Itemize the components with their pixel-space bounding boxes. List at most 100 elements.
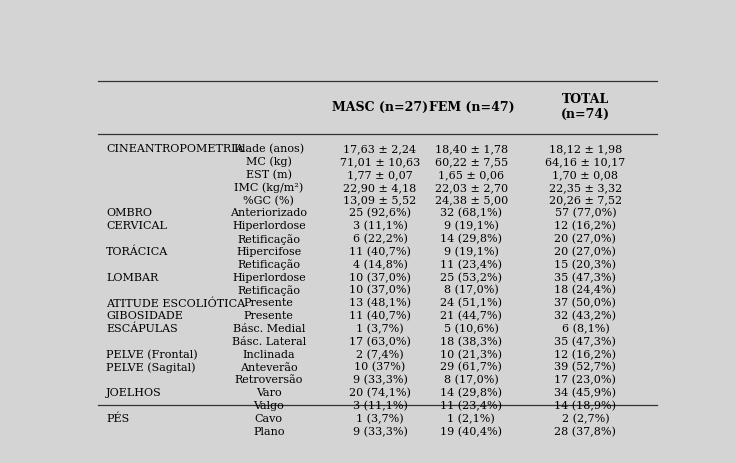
Text: Varo: Varo	[256, 388, 282, 398]
Text: MC (kg): MC (kg)	[246, 157, 291, 168]
Text: 60,22 ± 7,55: 60,22 ± 7,55	[435, 157, 508, 167]
Text: 6 (8,1%): 6 (8,1%)	[562, 324, 609, 334]
Text: OMBRO: OMBRO	[106, 208, 152, 219]
Text: Idade (anos): Idade (anos)	[234, 144, 304, 155]
Text: 6 (22,2%): 6 (22,2%)	[353, 234, 408, 244]
Text: CERVICAL: CERVICAL	[106, 221, 167, 232]
Text: 18 (24,4%): 18 (24,4%)	[554, 285, 616, 296]
Text: 11 (40,7%): 11 (40,7%)	[349, 247, 411, 257]
Text: 11 (40,7%): 11 (40,7%)	[349, 311, 411, 321]
Text: 10 (37%): 10 (37%)	[355, 363, 406, 373]
Text: 25 (92,6%): 25 (92,6%)	[349, 208, 411, 219]
Text: Retificação: Retificação	[237, 234, 300, 244]
Text: Retroversão: Retroversão	[235, 375, 303, 385]
Text: 25 (53,2%): 25 (53,2%)	[440, 273, 502, 283]
Text: 12 (16,2%): 12 (16,2%)	[554, 221, 616, 232]
Text: Inclinada: Inclinada	[242, 350, 295, 360]
Text: 11 (23,4%): 11 (23,4%)	[440, 401, 502, 411]
Text: 22,90 ± 4,18: 22,90 ± 4,18	[344, 183, 417, 193]
Text: 10 (21,3%): 10 (21,3%)	[440, 350, 502, 360]
Text: 9 (33,3%): 9 (33,3%)	[353, 375, 408, 386]
Text: Básc. Lateral: Básc. Lateral	[232, 337, 306, 347]
Text: 71,01 ± 10,63: 71,01 ± 10,63	[340, 157, 420, 167]
Text: 22,35 ± 3,32: 22,35 ± 3,32	[549, 183, 622, 193]
Text: GIBOSIDADE: GIBOSIDADE	[106, 311, 183, 321]
Text: PÉS: PÉS	[106, 413, 130, 424]
Text: EST (m): EST (m)	[246, 170, 291, 180]
Text: 9 (33,3%): 9 (33,3%)	[353, 426, 408, 437]
Text: 8 (17,0%): 8 (17,0%)	[444, 285, 499, 296]
Text: 32 (68,1%): 32 (68,1%)	[440, 208, 502, 219]
Text: PELVE (Sagital): PELVE (Sagital)	[106, 362, 196, 373]
Text: 1 (3,7%): 1 (3,7%)	[356, 413, 404, 424]
Text: Valgo: Valgo	[253, 401, 284, 411]
Text: 18,40 ± 1,78: 18,40 ± 1,78	[435, 144, 508, 154]
Text: Cavo: Cavo	[255, 414, 283, 424]
Text: Hiperlordose: Hiperlordose	[232, 221, 305, 232]
Text: 20,26 ± 7,52: 20,26 ± 7,52	[549, 196, 622, 206]
Text: Retificação: Retificação	[237, 285, 300, 296]
Text: 1,70 ± 0,08: 1,70 ± 0,08	[553, 170, 618, 180]
Text: Anteriorizado: Anteriorizado	[230, 208, 308, 219]
Text: 10 (37,0%): 10 (37,0%)	[349, 273, 411, 283]
Text: 17,63 ± 2,24: 17,63 ± 2,24	[344, 144, 417, 154]
Text: 8 (17,0%): 8 (17,0%)	[444, 375, 499, 386]
Text: Presente: Presente	[244, 298, 294, 308]
Text: 39 (52,7%): 39 (52,7%)	[554, 363, 616, 373]
Text: 57 (77,0%): 57 (77,0%)	[555, 208, 616, 219]
Text: Hipercifose: Hipercifose	[236, 247, 302, 257]
Text: 1 (2,1%): 1 (2,1%)	[447, 413, 495, 424]
Text: MASC (n=27): MASC (n=27)	[332, 101, 428, 114]
Text: 9 (19,1%): 9 (19,1%)	[444, 221, 499, 232]
Text: 1,65 ± 0,06: 1,65 ± 0,06	[438, 170, 504, 180]
Text: 34 (45,9%): 34 (45,9%)	[554, 388, 616, 398]
Text: FEM (n=47): FEM (n=47)	[428, 101, 514, 114]
Text: 22,03 ± 2,70: 22,03 ± 2,70	[435, 183, 508, 193]
Text: 29 (61,7%): 29 (61,7%)	[440, 363, 502, 373]
Text: 35 (47,3%): 35 (47,3%)	[554, 273, 616, 283]
Text: Hiperlordose: Hiperlordose	[232, 273, 305, 283]
Text: 14 (29,8%): 14 (29,8%)	[440, 388, 502, 398]
Text: 3 (11,1%): 3 (11,1%)	[353, 401, 408, 411]
Text: 35 (47,3%): 35 (47,3%)	[554, 337, 616, 347]
Text: 20 (27,0%): 20 (27,0%)	[554, 234, 616, 244]
Text: 14 (29,8%): 14 (29,8%)	[440, 234, 502, 244]
Text: 14 (18,9%): 14 (18,9%)	[554, 401, 616, 411]
Text: ATITUDE ESCOLIÓTICA: ATITUDE ESCOLIÓTICA	[106, 298, 245, 308]
Text: Básc. Medial: Básc. Medial	[233, 324, 305, 334]
Text: LOMBAR: LOMBAR	[106, 273, 158, 283]
Text: 24 (51,1%): 24 (51,1%)	[440, 298, 502, 308]
Text: %GC (%): %GC (%)	[244, 195, 294, 206]
Text: TORÁCICA: TORÁCICA	[106, 247, 169, 257]
Text: 2 (2,7%): 2 (2,7%)	[562, 413, 609, 424]
Text: 17 (23,0%): 17 (23,0%)	[554, 375, 616, 386]
Text: 28 (37,8%): 28 (37,8%)	[554, 426, 616, 437]
Text: 32 (43,2%): 32 (43,2%)	[554, 311, 616, 321]
Text: 12 (16,2%): 12 (16,2%)	[554, 350, 616, 360]
Text: Retificação: Retificação	[237, 259, 300, 270]
Text: 2 (7,4%): 2 (7,4%)	[356, 350, 404, 360]
Text: Anteverão: Anteverão	[240, 363, 297, 373]
Text: Plano: Plano	[253, 427, 285, 437]
Text: 19 (40,4%): 19 (40,4%)	[440, 426, 502, 437]
Text: Presente: Presente	[244, 311, 294, 321]
Text: CINEANTROPOMETRIA: CINEANTROPOMETRIA	[106, 144, 244, 154]
Text: 11 (23,4%): 11 (23,4%)	[440, 260, 502, 270]
Text: TOTAL
(n=74): TOTAL (n=74)	[561, 93, 610, 121]
Text: ESCÁPULAS: ESCÁPULAS	[106, 324, 178, 334]
Text: 9 (19,1%): 9 (19,1%)	[444, 247, 499, 257]
Text: IMC (kg/m²): IMC (kg/m²)	[234, 182, 303, 193]
Text: 5 (10,6%): 5 (10,6%)	[444, 324, 499, 334]
Text: 13 (48,1%): 13 (48,1%)	[349, 298, 411, 308]
Text: 17 (63,0%): 17 (63,0%)	[349, 337, 411, 347]
Text: 64,16 ± 10,17: 64,16 ± 10,17	[545, 157, 626, 167]
Text: 3 (11,1%): 3 (11,1%)	[353, 221, 408, 232]
Text: PELVE (Frontal): PELVE (Frontal)	[106, 350, 198, 360]
Text: 20 (27,0%): 20 (27,0%)	[554, 247, 616, 257]
Text: 10 (37,0%): 10 (37,0%)	[349, 285, 411, 296]
Text: 37 (50,0%): 37 (50,0%)	[554, 298, 616, 308]
Text: 18,12 ± 1,98: 18,12 ± 1,98	[549, 144, 622, 154]
Text: 24,38 ± 5,00: 24,38 ± 5,00	[435, 196, 508, 206]
Text: 15 (20,3%): 15 (20,3%)	[554, 260, 616, 270]
Text: 4 (14,8%): 4 (14,8%)	[353, 260, 408, 270]
